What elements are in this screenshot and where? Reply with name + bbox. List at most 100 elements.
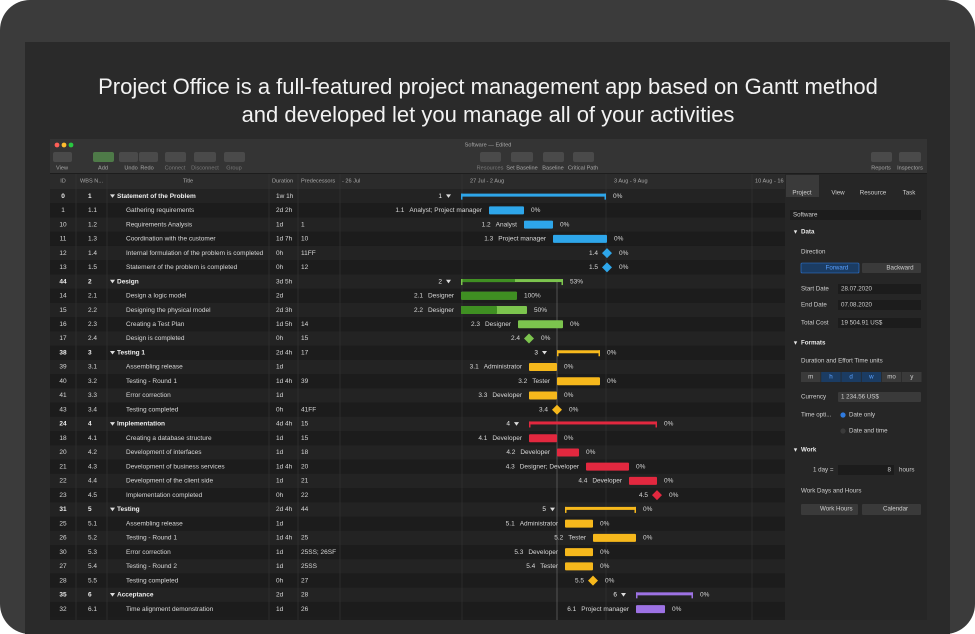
row-bg[interactable] <box>50 545 785 560</box>
task-bar[interactable] <box>565 562 593 571</box>
collapse-arrow[interactable] <box>446 279 451 284</box>
resources-button[interactable] <box>480 152 501 162</box>
row-bg[interactable] <box>50 502 785 517</box>
set-baseline-button[interactable] <box>511 152 533 162</box>
milestone[interactable] <box>652 490 662 501</box>
milestone[interactable] <box>602 262 612 273</box>
summary-bar[interactable] <box>636 592 693 596</box>
task-bar[interactable] <box>557 448 579 457</box>
row-bg[interactable] <box>50 445 785 460</box>
row-bg[interactable] <box>50 245 785 261</box>
expand-arrow[interactable] <box>110 194 115 198</box>
task-bar[interactable] <box>586 462 629 471</box>
calendar-button[interactable] <box>862 504 921 515</box>
task-bar[interactable] <box>529 391 557 400</box>
section-arrow[interactable]: ▾ <box>793 229 798 236</box>
time-unit-button[interactable] <box>801 372 821 382</box>
row-bg[interactable] <box>50 317 785 332</box>
task-bar[interactable] <box>529 434 557 443</box>
row-bg[interactable] <box>50 274 785 289</box>
milestone[interactable] <box>552 404 562 415</box>
row-bg[interactable] <box>50 488 785 503</box>
task-bar[interactable] <box>557 377 600 386</box>
task-bar[interactable] <box>553 234 607 243</box>
row-bg[interactable] <box>50 516 785 531</box>
collapse-arrow[interactable] <box>514 422 519 426</box>
milestone[interactable] <box>588 575 598 586</box>
expand-arrow[interactable] <box>110 350 115 355</box>
inspector-tab[interactable]: Task <box>903 190 917 197</box>
task-bar[interactable] <box>593 533 636 542</box>
day-hours-field[interactable] <box>838 465 894 475</box>
work-hours-button[interactable] <box>801 504 858 515</box>
task-bar[interactable] <box>529 363 557 371</box>
row-bg[interactable] <box>50 573 785 588</box>
row-bg[interactable] <box>50 217 785 232</box>
backward-button[interactable] <box>862 263 921 273</box>
expand-arrow[interactable] <box>110 279 115 284</box>
close-button[interactable] <box>54 142 60 148</box>
view-button[interactable] <box>53 152 72 162</box>
task-bar[interactable] <box>518 320 563 329</box>
redo-button[interactable] <box>139 152 158 162</box>
row-bg[interactable] <box>50 345 785 360</box>
task-bar[interactable] <box>489 206 524 215</box>
expand-arrow[interactable] <box>110 422 115 426</box>
row-bg[interactable] <box>50 331 785 346</box>
task-bar[interactable] <box>524 220 553 229</box>
start-date-field[interactable] <box>838 284 921 294</box>
collapse-arrow[interactable] <box>446 194 451 198</box>
row-bg[interactable] <box>50 260 785 275</box>
summary-bar[interactable] <box>557 350 600 354</box>
task-bar[interactable] <box>629 476 657 485</box>
expand-arrow[interactable] <box>110 507 115 512</box>
row-bg[interactable] <box>50 189 785 204</box>
radio-selected[interactable] <box>840 412 846 418</box>
task-bar[interactable] <box>636 605 665 614</box>
row-bg[interactable] <box>50 601 785 617</box>
collapse-arrow[interactable] <box>550 507 555 512</box>
time-unit-button[interactable] <box>902 372 922 382</box>
baseline-button[interactable] <box>543 152 564 162</box>
connect-button[interactable] <box>165 152 186 162</box>
section-arrow[interactable]: ▾ <box>793 447 798 454</box>
name-field[interactable] <box>790 210 921 220</box>
row-bg[interactable] <box>50 359 785 375</box>
inspector-tab[interactable]: Project <box>792 190 812 197</box>
radio[interactable] <box>840 428 846 434</box>
minimize-button[interactable] <box>61 142 67 148</box>
task-bar[interactable] <box>565 548 593 557</box>
row-bg[interactable] <box>50 203 785 218</box>
collapse-arrow[interactable] <box>542 350 547 355</box>
row-bg[interactable] <box>50 302 785 318</box>
time-unit-button[interactable] <box>821 372 841 382</box>
time-unit-button[interactable] <box>861 372 882 382</box>
time-unit-button[interactable] <box>841 372 861 382</box>
row-bg[interactable] <box>50 559 785 574</box>
inspectors-button[interactable] <box>899 152 921 162</box>
row-bg[interactable] <box>50 402 785 417</box>
critical-path-button[interactable] <box>573 152 594 162</box>
currency-select[interactable] <box>838 392 921 402</box>
row-bg[interactable] <box>50 388 785 403</box>
row-bg[interactable] <box>50 473 785 489</box>
inspector-tab[interactable]: Resource <box>860 190 887 197</box>
disconnect-button[interactable] <box>194 152 216 162</box>
add-button[interactable] <box>93 152 114 162</box>
reports-button[interactable] <box>871 152 892 162</box>
milestone[interactable] <box>602 248 612 259</box>
task-bar[interactable] <box>565 519 593 528</box>
row-bg[interactable] <box>50 587 785 602</box>
time-unit-button[interactable] <box>881 372 902 382</box>
row-bg[interactable] <box>50 288 785 303</box>
zoom-button[interactable] <box>68 142 74 148</box>
expand-arrow[interactable] <box>110 593 115 597</box>
group-button[interactable] <box>224 152 245 162</box>
inspector-tab[interactable]: View <box>831 190 845 197</box>
summary-bar[interactable] <box>529 421 657 425</box>
section-arrow[interactable]: ▾ <box>793 340 798 347</box>
milestone[interactable] <box>524 333 534 344</box>
forward-button[interactable] <box>800 262 860 274</box>
row-bg[interactable] <box>50 416 785 432</box>
collapse-arrow[interactable] <box>621 593 626 597</box>
